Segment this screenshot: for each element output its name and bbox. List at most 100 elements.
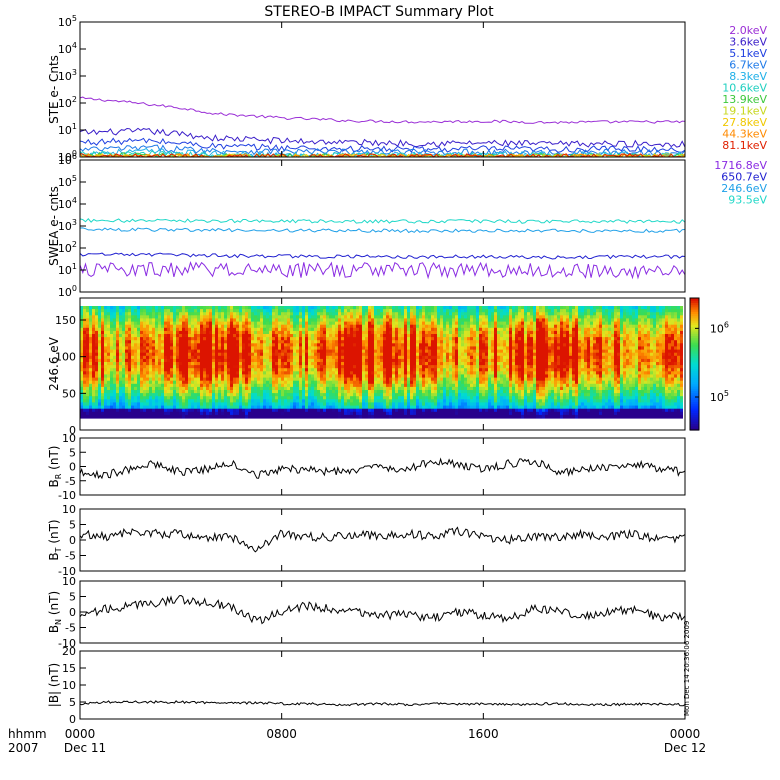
pad-cell — [341, 309, 344, 313]
pad-cell — [266, 327, 269, 332]
pad-cell — [206, 408, 209, 413]
pad-cell — [170, 365, 173, 369]
pad-cell — [230, 383, 233, 388]
pad-cell — [284, 309, 287, 313]
pad-cell — [440, 309, 443, 313]
pad-cell — [224, 405, 227, 410]
pad-cell — [218, 414, 221, 419]
pad-cell — [116, 315, 119, 319]
pad-cell — [428, 355, 431, 360]
pad-cell — [254, 340, 257, 344]
pad-cell — [128, 315, 131, 319]
pad-cell — [239, 349, 242, 354]
pad-cell — [83, 334, 86, 338]
pad-cell — [257, 386, 260, 391]
pad-cell — [296, 405, 299, 410]
pad-cell — [428, 306, 431, 310]
pad-cell — [335, 309, 338, 313]
pad-cell — [239, 352, 242, 357]
pad-cell — [206, 355, 209, 360]
pad-cell — [440, 358, 443, 363]
pad-cell — [191, 411, 194, 416]
pad-cell — [431, 349, 434, 354]
pad-cell — [149, 405, 152, 410]
pad-cell — [263, 358, 266, 363]
pad-cell — [437, 315, 440, 319]
pad-cell — [161, 346, 164, 351]
pad-cell — [167, 377, 170, 382]
pad-cell — [464, 306, 467, 310]
pad-cell — [95, 306, 98, 310]
pad-cell — [188, 315, 191, 319]
pad-cell — [179, 380, 182, 385]
pad-cell — [356, 374, 359, 379]
pad-cell — [179, 368, 182, 372]
pad-cell — [290, 362, 293, 366]
pad-cell — [443, 337, 446, 341]
pad-cell — [431, 374, 434, 379]
pad-cell — [101, 343, 104, 347]
pad-cell — [278, 371, 281, 375]
pad-cell — [419, 321, 422, 326]
pad-cell — [176, 343, 179, 347]
pad-cell — [122, 312, 125, 316]
pad-cell — [95, 309, 98, 313]
pad-cell — [149, 362, 152, 366]
pad-cell — [119, 377, 122, 382]
pad-cell — [386, 315, 389, 319]
pad-cell — [179, 414, 182, 419]
pad-cell — [197, 327, 200, 332]
pad-cell — [131, 315, 134, 319]
pad-cell — [86, 383, 89, 388]
pad-cell — [197, 374, 200, 379]
pad-cell — [170, 402, 173, 407]
pad-cell — [374, 411, 377, 416]
pad-cell — [407, 377, 410, 382]
pad-cell — [398, 402, 401, 407]
pad-cell — [116, 334, 119, 338]
pad-cell — [470, 324, 473, 329]
pad-cell — [134, 321, 137, 326]
pad-cell — [194, 402, 197, 407]
pad-cell — [485, 312, 488, 316]
pad-cell — [299, 358, 302, 363]
pad-cell — [329, 399, 332, 403]
pad-cell — [329, 405, 332, 410]
pad-cell — [272, 315, 275, 319]
pad-cell — [299, 343, 302, 347]
pad-cell — [122, 358, 125, 363]
pad-cell — [110, 380, 113, 385]
pad-cell — [329, 386, 332, 391]
pad-cell — [176, 309, 179, 313]
pad-cell — [422, 324, 425, 329]
pad-cell — [218, 312, 221, 316]
pad-cell — [176, 402, 179, 407]
pad-cell — [311, 358, 314, 363]
pad-cell — [350, 306, 353, 310]
pad-cell — [194, 383, 197, 388]
pad-cell — [461, 402, 464, 407]
pad-cell — [419, 330, 422, 335]
pad-cell — [134, 393, 137, 397]
pad-cell — [122, 371, 125, 375]
pad-cell — [404, 399, 407, 403]
pad-cell — [347, 383, 350, 388]
pad-cell — [206, 346, 209, 351]
pad-cell — [338, 368, 341, 372]
pad-cell — [374, 352, 377, 357]
pad-cell — [329, 374, 332, 379]
pad-cell — [125, 371, 128, 375]
pad-cell — [377, 324, 380, 329]
pad-cell — [221, 306, 224, 310]
pad-cell — [260, 365, 263, 369]
pad-cell — [233, 343, 236, 347]
pad-cell — [386, 399, 389, 403]
pad-cell — [407, 383, 410, 388]
pad-cell — [473, 346, 476, 351]
pad-cell — [125, 411, 128, 416]
pad-cell — [377, 312, 380, 316]
pad-cell — [230, 337, 233, 341]
pad-cell — [95, 371, 98, 375]
pad-cell — [377, 337, 380, 341]
pad-cell — [101, 408, 104, 413]
